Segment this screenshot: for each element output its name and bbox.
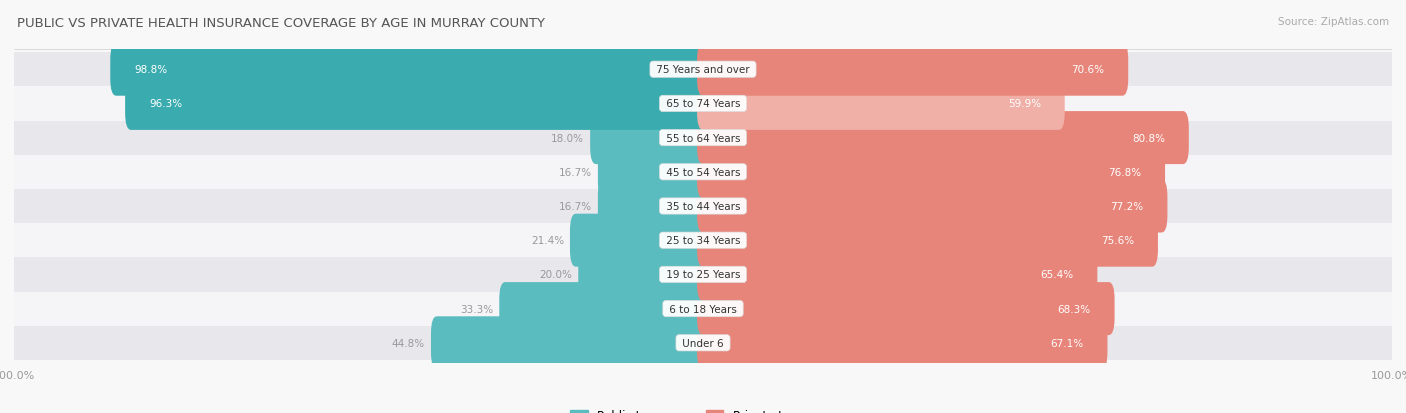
Text: 45 to 54 Years: 45 to 54 Years	[662, 167, 744, 177]
Text: 25 to 34 Years: 25 to 34 Years	[662, 236, 744, 246]
Legend: Public Insurance, Private Insurance: Public Insurance, Private Insurance	[565, 404, 841, 413]
Text: Source: ZipAtlas.com: Source: ZipAtlas.com	[1278, 17, 1389, 26]
FancyBboxPatch shape	[697, 78, 1064, 131]
Bar	[0, 53, 1406, 87]
Text: 6 to 18 Years: 6 to 18 Years	[666, 304, 740, 314]
Text: 16.7%: 16.7%	[558, 167, 592, 177]
FancyBboxPatch shape	[591, 112, 709, 165]
Text: Under 6: Under 6	[679, 338, 727, 348]
Bar	[0, 258, 1406, 292]
Text: 96.3%: 96.3%	[149, 99, 181, 109]
Text: 19 to 25 Years: 19 to 25 Years	[662, 270, 744, 280]
Text: 33.3%: 33.3%	[460, 304, 494, 314]
FancyBboxPatch shape	[697, 316, 1108, 369]
Text: 76.8%: 76.8%	[1108, 167, 1142, 177]
FancyBboxPatch shape	[110, 44, 709, 97]
Text: 68.3%: 68.3%	[1057, 304, 1091, 314]
FancyBboxPatch shape	[578, 248, 709, 301]
Text: 65 to 74 Years: 65 to 74 Years	[662, 99, 744, 109]
FancyBboxPatch shape	[697, 248, 1097, 301]
Text: 16.7%: 16.7%	[558, 202, 592, 211]
FancyBboxPatch shape	[697, 214, 1159, 267]
FancyBboxPatch shape	[432, 316, 709, 369]
Text: 75 Years and over: 75 Years and over	[652, 65, 754, 75]
Bar	[0, 190, 1406, 223]
FancyBboxPatch shape	[697, 112, 1189, 165]
Text: 55 to 64 Years: 55 to 64 Years	[662, 133, 744, 143]
Text: 80.8%: 80.8%	[1132, 133, 1166, 143]
Bar	[0, 223, 1406, 258]
FancyBboxPatch shape	[697, 180, 1167, 233]
Bar	[0, 326, 1406, 360]
Bar	[0, 292, 1406, 326]
Bar	[0, 87, 1406, 121]
Text: 98.8%: 98.8%	[134, 65, 167, 75]
FancyBboxPatch shape	[499, 282, 709, 335]
Text: PUBLIC VS PRIVATE HEALTH INSURANCE COVERAGE BY AGE IN MURRAY COUNTY: PUBLIC VS PRIVATE HEALTH INSURANCE COVER…	[17, 17, 546, 29]
Bar	[0, 155, 1406, 190]
Text: 75.6%: 75.6%	[1101, 236, 1135, 246]
FancyBboxPatch shape	[697, 282, 1115, 335]
FancyBboxPatch shape	[125, 78, 709, 131]
Text: 18.0%: 18.0%	[551, 133, 585, 143]
FancyBboxPatch shape	[697, 44, 1128, 97]
Text: 21.4%: 21.4%	[531, 236, 564, 246]
FancyBboxPatch shape	[569, 214, 709, 267]
FancyBboxPatch shape	[697, 146, 1166, 199]
Text: 59.9%: 59.9%	[1008, 99, 1040, 109]
Bar	[0, 121, 1406, 155]
FancyBboxPatch shape	[598, 180, 709, 233]
Text: 70.6%: 70.6%	[1071, 65, 1105, 75]
Text: 35 to 44 Years: 35 to 44 Years	[662, 202, 744, 211]
Text: 20.0%: 20.0%	[540, 270, 572, 280]
Text: 65.4%: 65.4%	[1040, 270, 1074, 280]
Text: 77.2%: 77.2%	[1111, 202, 1143, 211]
Text: 44.8%: 44.8%	[392, 338, 425, 348]
Text: 67.1%: 67.1%	[1050, 338, 1084, 348]
FancyBboxPatch shape	[598, 146, 709, 199]
